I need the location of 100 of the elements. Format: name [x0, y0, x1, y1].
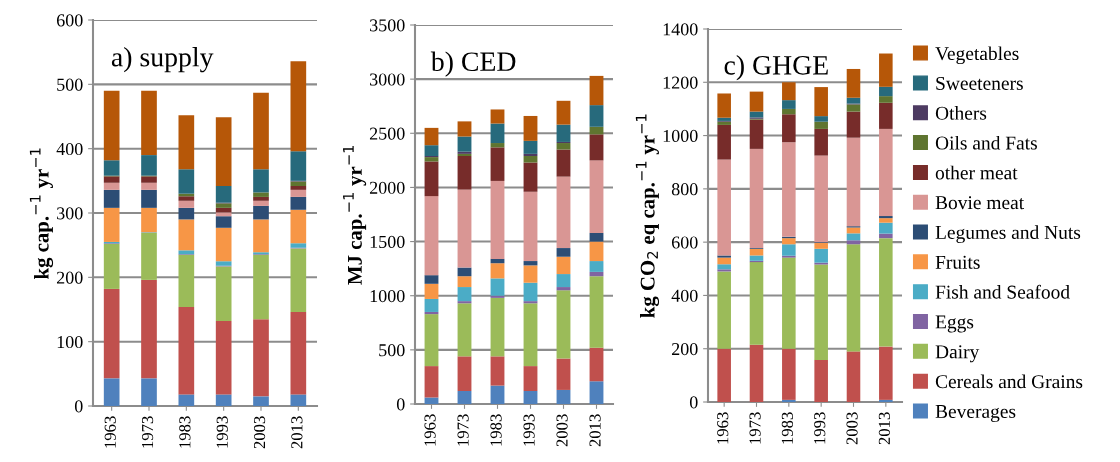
bar: [556, 389, 571, 404]
bar: [215, 185, 232, 203]
bar: [556, 143, 571, 150]
bar: [782, 108, 796, 115]
bar: [846, 111, 861, 138]
y-tick-label: 300: [57, 207, 83, 220]
bar: [556, 256, 571, 275]
bar: [717, 269, 731, 272]
bar: [782, 142, 796, 237]
bar: [814, 264, 828, 360]
text: c) GHGE: [724, 55, 828, 81]
bar: [424, 161, 439, 197]
legend-label: Fish and Seafood: [935, 284, 1070, 299]
bar: [290, 151, 307, 181]
y-tick-label: 0: [689, 396, 698, 409]
bar: [846, 240, 861, 245]
bar: [846, 104, 861, 112]
bar: [457, 136, 472, 152]
y-axis-title: kg cap.$^{−1}$ yr$^{−1}$: [29, 148, 54, 280]
bar: [490, 385, 505, 404]
y-tick-label: 3500: [370, 19, 405, 32]
x-tick-label: 1963: [717, 412, 729, 444]
bar: [879, 96, 893, 103]
bar: [290, 394, 307, 406]
bar: [424, 127, 439, 146]
bar: [253, 200, 269, 206]
legend-label: Eggs: [935, 315, 974, 333]
bar: [879, 218, 893, 223]
x-tick-label: 1993: [814, 412, 826, 444]
bar: [141, 182, 157, 190]
bar: [717, 348, 731, 402]
bar: [490, 109, 505, 124]
bar: [290, 209, 307, 244]
x-tick-label: 1973: [457, 414, 469, 446]
bar: [457, 276, 472, 288]
bar: [879, 86, 893, 97]
bar: [749, 344, 764, 402]
bar: [178, 254, 195, 307]
legend-label: Vegetables: [935, 46, 1019, 65]
bar: [879, 53, 893, 87]
bar: [814, 359, 828, 402]
bar: [814, 116, 828, 122]
bar: [717, 255, 731, 258]
bar: [178, 394, 195, 406]
bar: [253, 205, 269, 220]
legend-label: Oils and Fats: [935, 135, 1037, 150]
bar: [103, 207, 120, 242]
bar: [424, 196, 439, 276]
legend-label: Dairy: [935, 345, 980, 363]
bar: [141, 176, 157, 183]
y-tick-label: 1200: [663, 76, 698, 89]
bar: [782, 100, 796, 109]
bar: [178, 306, 195, 395]
bar: [589, 276, 604, 348]
y-tick-label: 0: [396, 398, 405, 411]
legend-label: Beverages: [935, 405, 1016, 423]
x-tick-label: 1993: [523, 414, 535, 446]
legend-label: Bovie meat: [935, 196, 1025, 210]
bar: [253, 196, 269, 201]
bar: [879, 102, 893, 129]
bar: [846, 68, 861, 98]
bar: [589, 232, 604, 242]
bar: [556, 176, 571, 249]
bar: [490, 123, 505, 144]
bar: [589, 347, 604, 382]
bar: [523, 140, 538, 154]
bar: [178, 196, 195, 201]
bar: [556, 149, 571, 177]
bar: [290, 181, 307, 186]
bar: [523, 115, 538, 141]
y-tick-label: 600: [56, 14, 83, 27]
y-tick-label: 100: [57, 335, 83, 349]
bar: [490, 278, 505, 296]
bar: [814, 121, 828, 129]
bar: [523, 191, 538, 262]
x-tick-label: 1983: [179, 416, 191, 448]
bar: [424, 366, 439, 398]
bar: [178, 219, 195, 251]
bar: [424, 275, 439, 284]
bar: [457, 356, 472, 392]
x-tick-label: 1963: [104, 416, 116, 448]
bar: [814, 87, 828, 117]
bar: [782, 114, 796, 143]
bar: [424, 314, 439, 367]
bar: [589, 261, 604, 272]
bar: [215, 207, 232, 213]
y-tick-label: 3000: [370, 73, 405, 86]
bar: [490, 147, 505, 181]
bar: [749, 262, 764, 345]
x-tick-label: 2013: [878, 412, 891, 445]
bar: [253, 254, 269, 320]
bar: [141, 189, 157, 208]
bar: [178, 169, 195, 194]
bar: [556, 100, 571, 125]
bar: [556, 290, 571, 359]
bar: [879, 222, 893, 234]
x-tick-label: 1963: [424, 414, 436, 446]
y-tick-label: 1500: [370, 235, 405, 249]
y-tick-label: 1000: [663, 129, 698, 143]
bar: [523, 391, 538, 404]
